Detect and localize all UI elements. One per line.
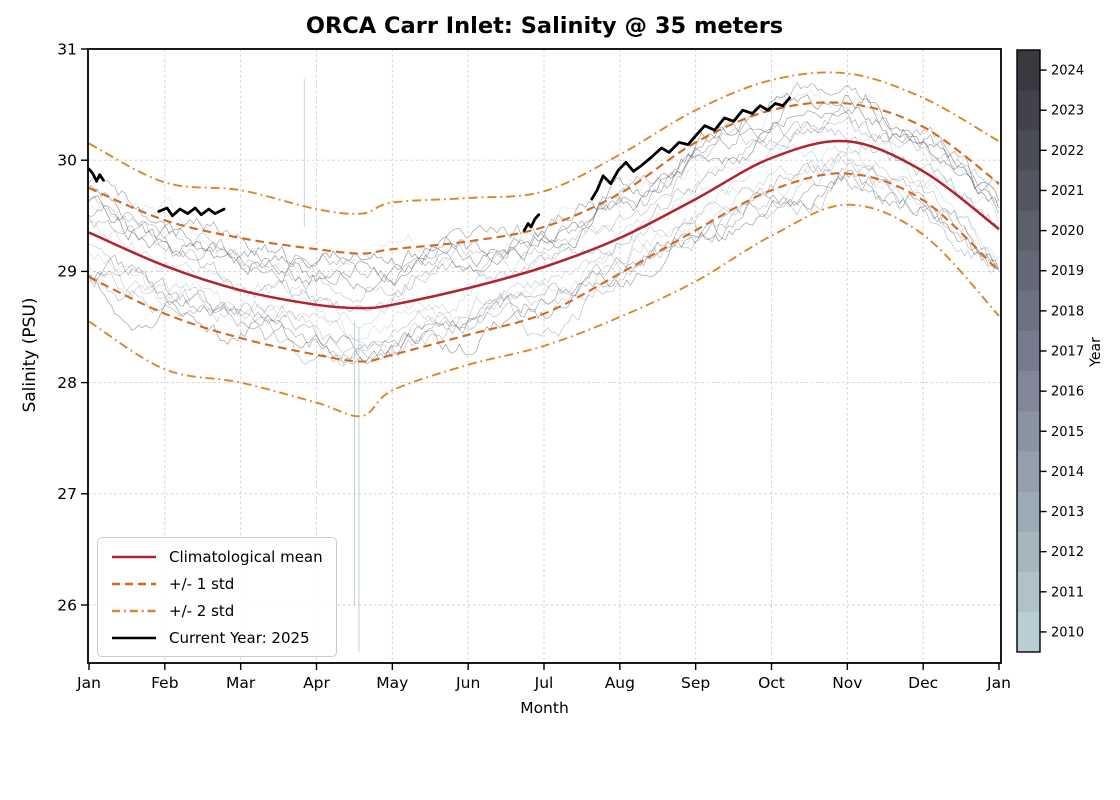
- x-tick-label: Apr: [303, 674, 330, 692]
- legend-label: Climatological mean: [169, 547, 323, 566]
- y-tick-label: 26: [57, 596, 77, 614]
- year-colorbar: 2024 2023 2022 2021 2020 2019 2018 2017 2016 2015…: [1016, 49, 1084, 653]
- colorbar-tick-label: 2021: [1051, 184, 1084, 199]
- x-tick-label: Jan: [986, 674, 1011, 692]
- x-tick-label: Jun: [455, 674, 480, 692]
- axis-ticks: 26 27 28 29 30 31 Jan Feb Mar Apr May Jun Jul Aug Sep O…: [57, 40, 1011, 692]
- y-tick-label: 31: [57, 40, 77, 58]
- legend: Climatological mean +/- 1 std +/- 2 std …: [97, 537, 337, 657]
- salinity-chart: 26 27 28 29 30 31 Jan Feb Mar Apr May Jun Jul Aug Sep O…: [57, 40, 1084, 692]
- climatological-mean-line: [88, 139, 1000, 310]
- current-year-line: [88, 96, 792, 232]
- colorbar-tick-label: 2015: [1051, 425, 1084, 440]
- x-tick-label: Mar: [226, 674, 256, 692]
- x-tick-label: Jan: [76, 674, 101, 692]
- legend-label: Current Year: 2025: [169, 628, 310, 647]
- legend-item-plus-minus-1-std: +/- 1 std: [111, 570, 323, 597]
- x-tick-label: Dec: [908, 674, 938, 692]
- plus-1-std-line: [88, 101, 1000, 255]
- colorbar-tick-label: 2014: [1051, 465, 1084, 480]
- legend-label: +/- 2 std: [169, 601, 235, 620]
- colorbar-tick-label: 2024: [1051, 64, 1084, 79]
- legend-item-climatological-mean: Climatological mean: [111, 543, 323, 570]
- footer-logos: W: [0, 716, 1120, 800]
- y-tick-label: 27: [57, 485, 77, 503]
- x-tick-label: Oct: [758, 674, 785, 692]
- colorbar-tick-label: 2018: [1051, 304, 1084, 319]
- colorbar-tick-label: 2013: [1051, 505, 1084, 520]
- y-tick-label: 29: [57, 263, 77, 281]
- colorbar-tick-label: 2020: [1051, 224, 1084, 239]
- legend-label: +/- 1 std: [169, 574, 235, 593]
- colorbar-tick-label: 2016: [1051, 385, 1084, 400]
- x-tick-label: Jul: [534, 674, 554, 692]
- legend-item-current-year: Current Year: 2025: [111, 624, 323, 651]
- x-tick-label: May: [376, 674, 408, 692]
- plus-2-std-line: [88, 71, 1000, 215]
- x-tick-label: Sep: [681, 674, 710, 692]
- x-axis-label: Month: [520, 699, 569, 717]
- minus-2-std-line: [88, 203, 1000, 418]
- minus-1-std-line: [88, 172, 1000, 363]
- y-tick-label: 28: [57, 374, 77, 392]
- x-tick-label: Aug: [605, 674, 635, 692]
- colorbar-tick-label: 2017: [1051, 345, 1084, 360]
- chart-title: ORCA Carr Inlet: Salinity @ 35 meters: [305, 13, 784, 39]
- legend-line-mean-icon: [112, 555, 156, 558]
- x-tick-label: Nov: [832, 674, 862, 692]
- colorbar-tick-label: 2019: [1051, 264, 1084, 279]
- colorbar-tick-label: 2022: [1051, 144, 1084, 159]
- x-tick-label: Feb: [151, 674, 178, 692]
- legend-item-plus-minus-2-std: +/- 2 std: [111, 597, 323, 624]
- climatology-curves: [88, 71, 1000, 418]
- colorbar-tick-label: 2012: [1051, 545, 1084, 560]
- legend-line-1std-icon: [112, 582, 156, 585]
- legend-line-2std-icon: [112, 609, 156, 612]
- colorbar-label: Year: [1088, 337, 1104, 367]
- legend-line-current-year-icon: [112, 636, 156, 639]
- y-tick-label: 30: [57, 152, 77, 170]
- colorbar-tick-label: 2023: [1051, 104, 1084, 119]
- colorbar-tick-label: 2010: [1051, 625, 1084, 640]
- colorbar-tick-label: 2011: [1051, 585, 1084, 600]
